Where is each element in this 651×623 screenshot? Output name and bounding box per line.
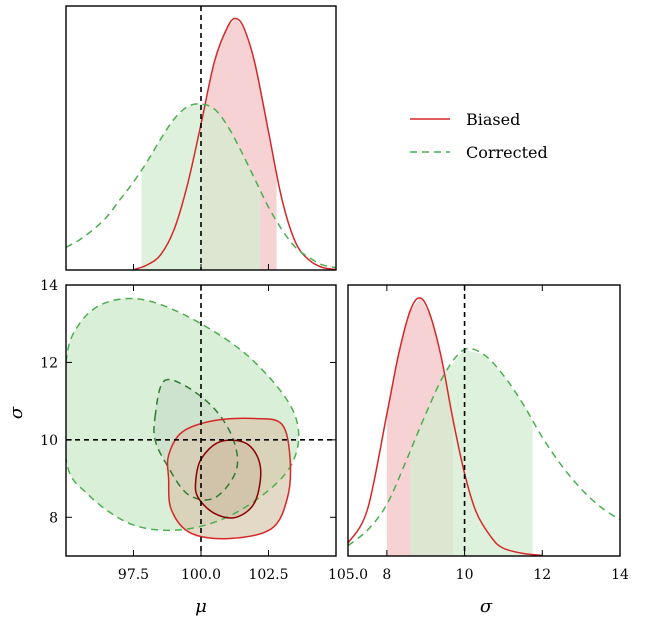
sigma-corrected-density-line — [347, 347, 621, 547]
joint-ytick-label-3: 14 — [40, 278, 58, 294]
mu-credible-fills — [141, 19, 277, 270]
sigma-density-lines — [347, 297, 621, 557]
joint-ytick-label-0: 8 — [49, 510, 58, 526]
sigma-credible-fills — [386, 297, 533, 556]
legend-biased-label: Biased — [466, 110, 520, 129]
sigma-biased-density-line — [347, 297, 543, 557]
joint-biased-inner-contour-fill — [195, 440, 261, 518]
legend-corrected-label: Corrected — [466, 143, 548, 162]
joint-ylabel: σ — [6, 406, 27, 419]
sigma-xtick-label-2: 10 — [456, 567, 474, 583]
joint-ytick-label-2: 12 — [40, 355, 58, 371]
joint-ytick-label-1: 10 — [40, 433, 58, 449]
sigma-xlabel: σ — [480, 596, 493, 617]
joint-biased-outer-contour-line — [166, 417, 292, 540]
mu-density-lines — [65, 17, 337, 271]
joint-corrected-outer-contour-line — [66, 297, 300, 532]
sigma-marginal-panel — [347, 297, 621, 557]
joint-biased-outer-contour-fill — [167, 418, 291, 539]
sigma-xtick-label-4: 14 — [611, 567, 629, 583]
sigma-marginal-frame — [347, 284, 621, 557]
joint-xlabel: μ — [195, 596, 207, 617]
sigma-corrected-interval-fill — [410, 349, 533, 556]
sigma-xtick-label-3: 12 — [533, 567, 551, 583]
sigma-xtick-label-1: 8 — [382, 567, 391, 583]
mu-biased-density-line — [133, 17, 337, 271]
axis-ticks: 97.5 100.0 102.5 8 10 12 14 105.0 8 10 12 14 — [40, 264, 629, 583]
joint-corrected-inner-contour-line — [153, 378, 239, 501]
sigma-xtick-label-0: 105.0 — [328, 567, 368, 583]
joint-contour-lines — [66, 297, 300, 540]
joint-xtick-label-0: 97.5 — [118, 567, 149, 583]
truth-lines — [66, 6, 466, 556]
joint-xtick-label-1: 100.0 — [181, 567, 221, 583]
joint-contour-panel — [66, 297, 300, 540]
joint-xtick-label-2: 102.5 — [248, 567, 288, 583]
legend: Biased Corrected — [410, 110, 548, 162]
joint-biased-inner-contour-line — [194, 439, 262, 519]
